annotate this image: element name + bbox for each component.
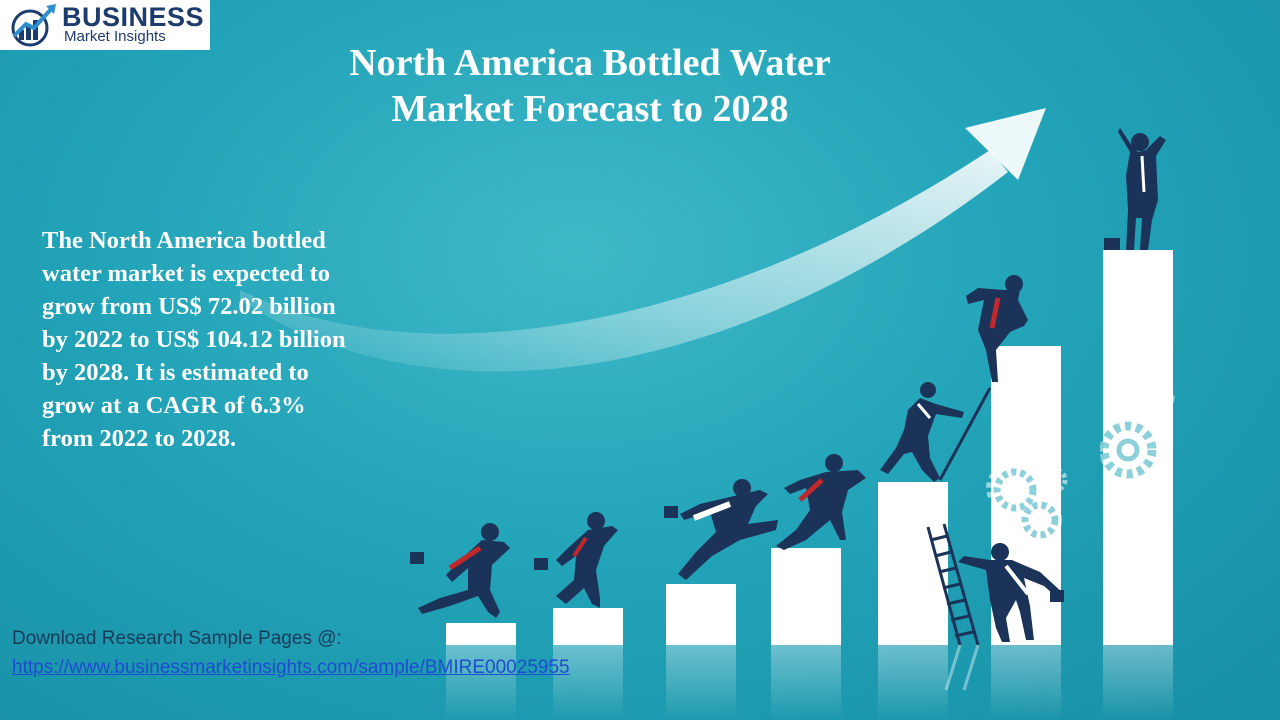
summary-line: The North America bottled [42,227,326,254]
sample-download-link[interactable]: https://www.businessmarketinsights.com/s… [12,657,570,678]
businessperson-icon [410,523,510,618]
title-line: North America Bottled Water [349,42,831,84]
summary-line: grow from US$ 72.02 billion [42,293,336,320]
businessperson-icon [966,275,1028,382]
gear-icon-overlay [993,421,1157,539]
summary-line: water market is expected to [42,260,331,287]
briefcase-icon [534,558,548,570]
businessperson-icon [664,479,778,580]
businessperson-figures [410,128,1166,642]
briefcase-icon [664,506,678,518]
climbing-pole [938,387,992,481]
businessperson-icon [776,454,866,550]
bar-step-5 [878,482,948,645]
briefcase-icon [1104,238,1120,250]
logo-tagline: Market Insights [64,28,166,45]
briefcase-icon [1050,590,1064,602]
ladder-reflection [944,644,980,691]
download-label: Download Research Sample Pages @: [12,628,342,649]
market-summary: The North America bottled water market i… [42,224,402,455]
summary-line: from 2022 to 2028. [42,425,237,452]
logo-brand-text: BUSINESS [62,2,205,32]
ladder-icon [926,523,980,646]
summary-line: by 2028. It is estimated to [42,359,309,386]
bar-step-2 [553,608,623,645]
businessperson-icon [534,512,618,608]
title-line: Market Forecast to 2028 [391,88,789,130]
upward-arrow-icon [240,108,1046,372]
company-logo[interactable]: BUSINESS Market Insights [0,0,210,50]
rising-chart-globe-icon [11,4,56,47]
bar-step-3 [666,584,736,645]
bar-step-4 [771,548,841,645]
businessperson-icon [880,382,964,482]
briefcase-icon [410,552,424,564]
page-title: North America Bottled Water Market Forec… [260,40,920,132]
bar-reflections [446,645,1173,720]
businessperson-icon [958,543,1064,642]
summary-line: grow at a CAGR of 6.3% [42,392,306,419]
businessperson-icon [1104,128,1166,250]
bar-steps [446,250,1173,645]
summary-line: by 2022 to US$ 104.12 billion [42,326,346,353]
bar-step-1 [446,623,516,645]
